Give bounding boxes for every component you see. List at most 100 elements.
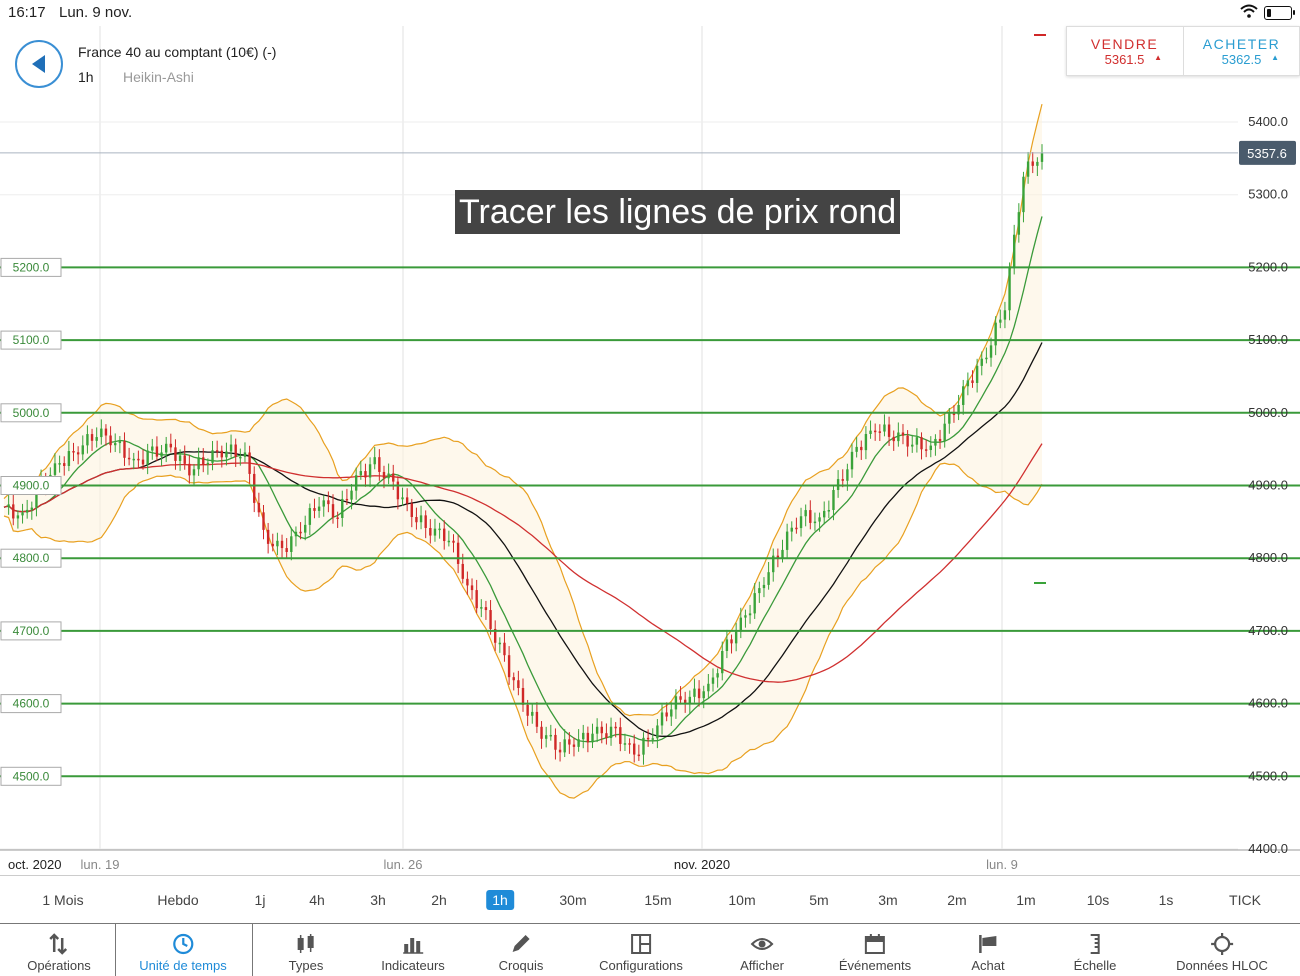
timeframe-15m[interactable]: 15m [644, 892, 672, 908]
scale-icon [1090, 934, 1100, 954]
chart-type-label: Heikin-Ashi [123, 69, 194, 85]
candle-body [748, 613, 752, 616]
candle-body [646, 737, 650, 740]
timeframe-4h[interactable]: 4h [309, 892, 325, 908]
layout-icon [630, 934, 651, 954]
candle-body [595, 726, 599, 734]
timeframe-1m[interactable]: 1m [1016, 892, 1036, 908]
toolbar-clock-button[interactable]: Unité de temps [139, 924, 227, 976]
timeframe-10m[interactable]: 10m [728, 892, 756, 908]
y-axis-tick-label: 5400.0 [1248, 114, 1288, 129]
candle-body [577, 739, 580, 747]
candle-body [637, 754, 641, 757]
candle-body [373, 457, 376, 465]
candle-body [475, 590, 478, 609]
crosshair-icon [1211, 933, 1233, 955]
candle-body [35, 488, 38, 508]
toolbar-layout-button[interactable]: Configurations [599, 924, 683, 976]
candle-body [359, 471, 363, 476]
candle-body [100, 428, 103, 438]
candle-body [633, 743, 636, 755]
candle-body [795, 527, 798, 530]
candle-body [924, 449, 928, 451]
toolbar-label: Données HLOC [1176, 958, 1268, 973]
toolbar-pencil-button[interactable]: Croquis [499, 924, 543, 976]
candle-body [63, 463, 66, 466]
timeframe-30m[interactable]: 30m [559, 892, 587, 908]
timeframe-hebdo[interactable]: Hebdo [157, 892, 199, 908]
toolbar-scale-button[interactable]: Échelle [1074, 924, 1116, 976]
candle-body [901, 432, 905, 436]
candle-body [248, 452, 251, 474]
timeframe-3h[interactable]: 3h [370, 892, 386, 908]
buy-up-arrow-icon: ▲ [1271, 53, 1279, 62]
timeframe-1-mois[interactable]: 1 Mois [42, 892, 84, 908]
trade-panel: VENDRE 5361.5 ▲ ACHETER 5362.5 ▲ [1066, 26, 1300, 76]
candle-body [53, 463, 57, 475]
toolbar-label: Types [288, 958, 324, 973]
instrument-name[interactable]: France 40 au comptant (10€) (-) [78, 44, 277, 60]
back-button[interactable] [15, 40, 63, 88]
timeframe-2h[interactable]: 2h [431, 892, 447, 908]
candle-body [531, 711, 534, 716]
timeframe-1j[interactable]: 1j [254, 892, 266, 908]
candle-body [554, 734, 557, 750]
candle-body [109, 435, 112, 446]
candle-body [920, 437, 923, 450]
candle-body [878, 431, 882, 433]
candle-body [785, 531, 789, 550]
candle-body [642, 737, 645, 755]
candle-body [558, 749, 562, 753]
candle-body [215, 450, 219, 452]
timeframe-bar: 1 Mois Hebdo 1j 4h 3h 2h 1h 30m 15m 10m 5m 3m 2m 1m 10… [0, 875, 1300, 924]
timeframe-3m[interactable]: 3m [878, 892, 898, 908]
timeframe-2m[interactable]: 2m [947, 892, 967, 908]
candle-body [781, 549, 784, 558]
candle-body [7, 504, 10, 508]
y-axis-tick-label: 4700.0 [1248, 623, 1288, 638]
candle-body [160, 452, 163, 457]
pencil-icon [512, 935, 530, 952]
candle-body [860, 446, 863, 451]
toolbar-candles-button[interactable]: Types [288, 924, 324, 976]
candle-body [762, 584, 766, 589]
candle-body [962, 386, 965, 405]
candle-body [869, 430, 872, 434]
timeframe-1h[interactable]: 1h [486, 890, 514, 910]
toolbar-crosshair-button[interactable]: Données HLOC [1176, 924, 1268, 976]
wifi-icon [1240, 4, 1258, 18]
round-price-label-box [0, 766, 62, 786]
candle-body [118, 441, 122, 444]
candle-body [586, 732, 590, 743]
toolbar-flag-button[interactable]: Achat [971, 924, 1005, 976]
toolbar-eye-button[interactable]: Afficher [740, 924, 784, 976]
toolbar-label: Unité de temps [139, 958, 227, 973]
candle-body [452, 540, 455, 543]
candle-body [95, 437, 98, 441]
candle-body [424, 515, 427, 529]
timeframe-5m[interactable]: 5m [809, 892, 829, 908]
toolbar-calendar-button[interactable]: Événements [839, 924, 911, 976]
candle-body [285, 548, 288, 553]
toolbar-label: Indicateurs [381, 958, 445, 973]
buy-button[interactable]: ACHETER 5362.5 ▲ [1183, 27, 1299, 75]
candle-body [730, 639, 733, 644]
timeframe-1s[interactable]: 1s [1158, 892, 1174, 908]
toolbar-bars-button[interactable]: Indicateurs [381, 924, 445, 976]
candle-body [943, 423, 946, 442]
candle-body [58, 463, 61, 465]
candles-icon [298, 934, 314, 953]
toolbar-label: Opérations [27, 958, 91, 973]
candle-body [938, 438, 942, 442]
timeframe-10s[interactable]: 10s [1086, 892, 1110, 908]
calendar-icon [864, 934, 885, 954]
y-axis-tick-label: 5200.0 [1248, 259, 1288, 274]
candle-body [447, 540, 451, 543]
toolbar-operations-button[interactable]: Opérations [27, 924, 91, 976]
candle-body [146, 450, 149, 465]
candle-body [540, 726, 543, 739]
candle-body [341, 498, 344, 518]
sell-button[interactable]: VENDRE 5361.5 ▲ [1067, 27, 1182, 75]
price-chart[interactable]: 5200.0 5100.0 5000.0 4900.0 4800.0 4700.0 4600… [0, 0, 1300, 875]
timeframe-tick[interactable]: TICK [1229, 892, 1261, 908]
